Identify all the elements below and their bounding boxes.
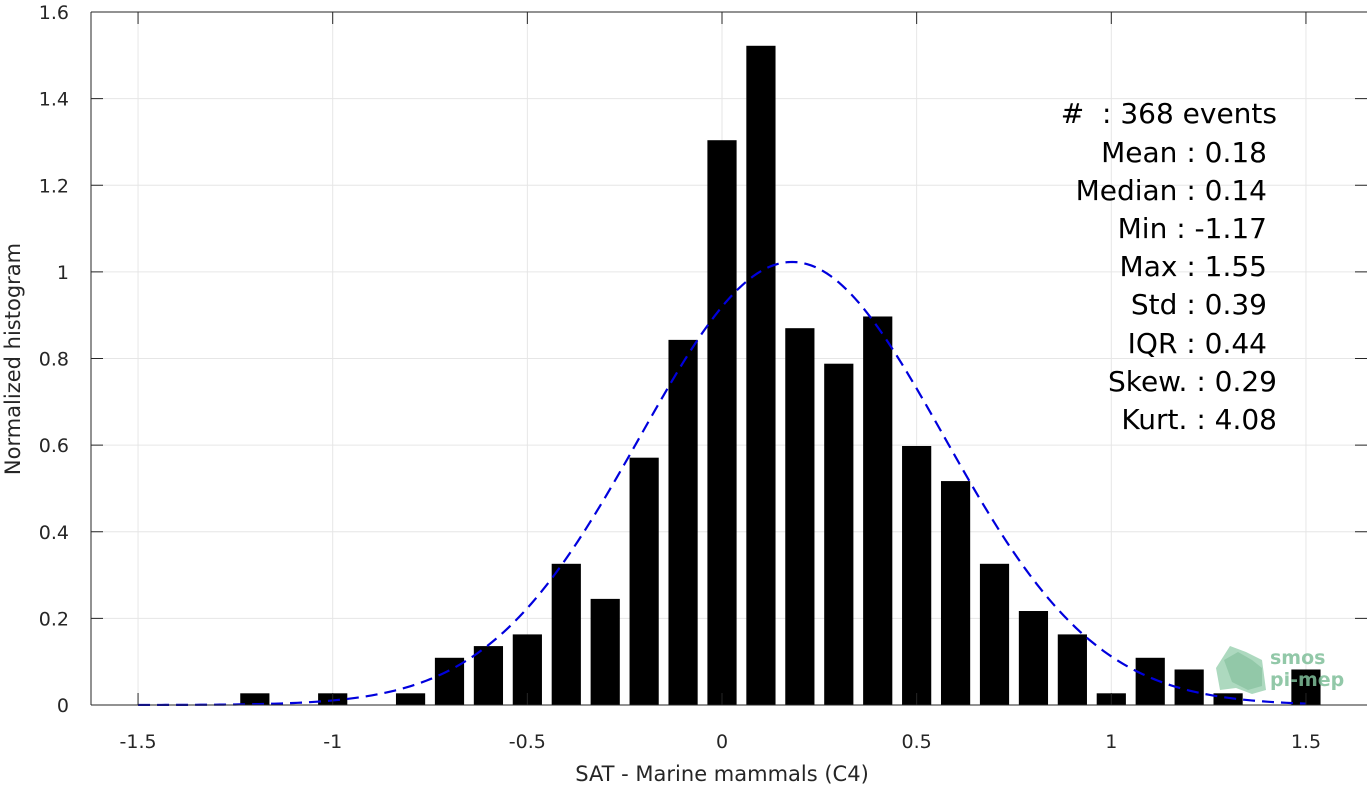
y-tick-label: 1.4	[39, 89, 69, 111]
x-tick-label: 1.5	[1291, 731, 1321, 753]
logo-wave-icon-shade	[1224, 652, 1262, 690]
x-axis-label: SAT - Marine mammals (C4)	[575, 762, 869, 785]
histogram-bar	[473, 646, 504, 705]
histogram-bar	[863, 316, 893, 705]
stats-events: # : 368 events	[1061, 97, 1277, 130]
stats-kurt: Kurt. : 4.08	[1121, 403, 1277, 436]
y-tick-label: 1.2	[39, 175, 69, 197]
histogram-bar	[668, 339, 698, 705]
stats-iqr: IQR : 0.44	[1128, 327, 1267, 360]
x-tick-label: 1	[1105, 731, 1117, 753]
histogram-bar	[707, 140, 737, 705]
stats-mean: Mean : 0.18	[1101, 136, 1267, 169]
smos-pi-mep-logo: smos pi-mep	[1216, 646, 1344, 694]
histogram-bar	[551, 563, 581, 705]
x-tick-label: 0.5	[902, 731, 932, 753]
histogram-bar	[629, 457, 659, 705]
histogram-bar	[590, 598, 620, 705]
logo-line1: smos	[1270, 647, 1325, 669]
y-tick-label: 0.2	[39, 608, 69, 630]
stats-median: Median : 0.14	[1076, 174, 1267, 207]
stats-std: Std : 0.39	[1131, 288, 1267, 321]
y-axis-label: Normalized histogram	[1, 243, 25, 475]
bars	[240, 45, 1321, 705]
histogram-bar	[240, 693, 270, 705]
y-tick-label: 0	[57, 695, 69, 717]
histogram-bar	[940, 481, 971, 705]
x-tick-label: -1	[323, 731, 342, 753]
y-tick-label: 1.6	[39, 2, 69, 24]
stats-min: Min : -1.17	[1118, 212, 1267, 245]
histogram-bar	[902, 445, 932, 705]
stats-box: # : 368 events Mean : 0.18 Median : 0.14…	[1061, 97, 1277, 436]
y-tick-labels: 0 0.2 0.4 0.6 0.8 1 1.2 1.4 1.6	[39, 2, 69, 717]
axes	[90, 11, 1367, 706]
stats-max: Max : 1.55	[1120, 250, 1267, 283]
histogram-bar	[1018, 611, 1049, 705]
histogram-bar	[746, 45, 776, 705]
logo-line2: pi-mep	[1270, 669, 1344, 691]
y-tick-label: 0.6	[39, 435, 69, 457]
histogram-bar	[785, 328, 815, 705]
x-tick-labels: -1.5 -1 -0.5 0 0.5 1 1.5	[120, 731, 1322, 753]
histogram-bar	[1213, 693, 1243, 705]
histogram-bar	[979, 563, 1010, 705]
histogram-bar	[395, 693, 426, 705]
histogram-bar	[1057, 634, 1087, 705]
y-tick-label: 0.4	[39, 522, 69, 544]
y-tick-label: 0.8	[39, 349, 69, 371]
x-tick-label: -0.5	[509, 731, 546, 753]
x-tick-label: -1.5	[120, 731, 157, 753]
histogram-bar	[824, 363, 854, 705]
x-tick-label: 0	[716, 731, 728, 753]
stats-skew: Skew. : 0.29	[1108, 365, 1277, 398]
y-tick-label: 1	[57, 262, 69, 284]
